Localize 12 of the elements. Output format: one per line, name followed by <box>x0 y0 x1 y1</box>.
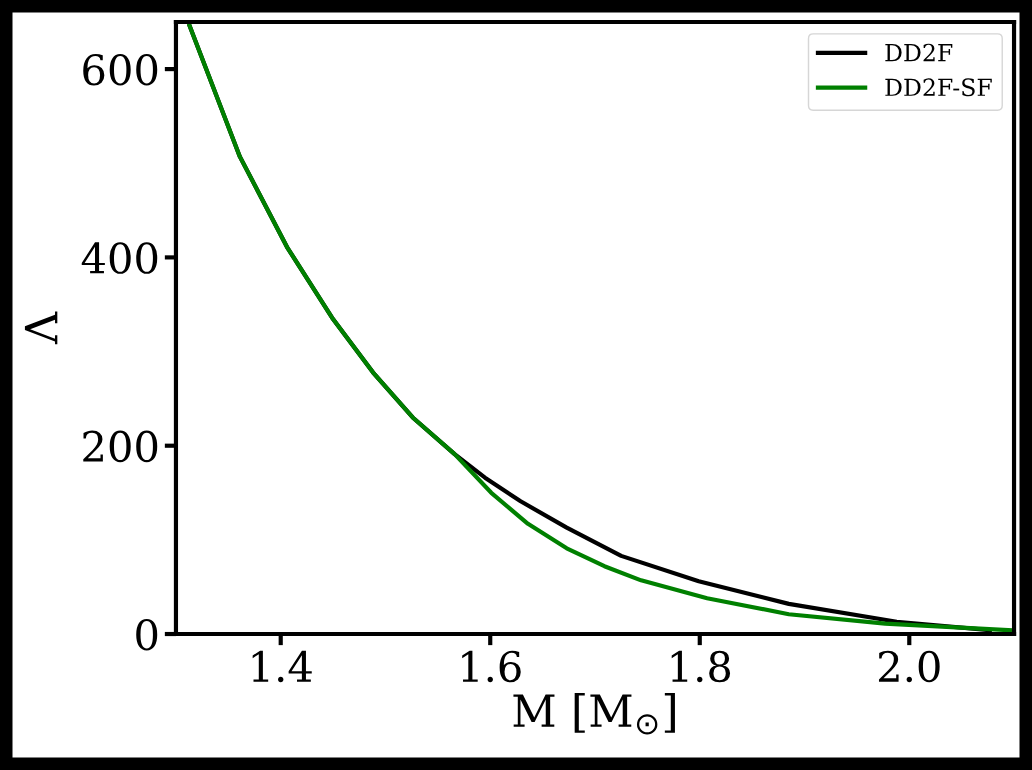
y-axis-title: Λ <box>24 311 58 345</box>
y-tick-label: 600 <box>83 54 158 86</box>
x-tick-label: 1.8 <box>671 650 731 683</box>
legend-label: DD2F <box>885 43 953 62</box>
legend-label: DD2F-SF <box>885 78 992 97</box>
y-tick-label: 400 <box>81 242 158 274</box>
x-axis-title: M [M$_{⊙}$] <box>513 693 675 735</box>
y-tick-label: 200 <box>83 430 158 463</box>
y-tick-label: 0 <box>136 618 158 651</box>
x-tick-label: 1.6 <box>462 650 521 683</box>
x-tick-label: 2.0 <box>878 650 940 683</box>
x-tick-label: 1.4 <box>252 650 312 683</box>
